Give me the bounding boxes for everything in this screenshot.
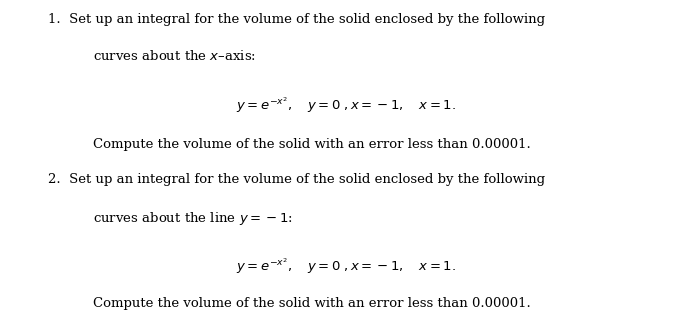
Text: curves about the line $y = -1$:: curves about the line $y = -1$:	[93, 210, 293, 227]
Text: Compute the volume of the solid with an error less than 0.00001.: Compute the volume of the solid with an …	[93, 138, 531, 151]
Text: 2.  Set up an integral for the volume of the solid enclosed by the following: 2. Set up an integral for the volume of …	[48, 173, 545, 186]
Text: $y = e^{-x^2}, \quad y = 0 \;,x = -1, \quad x = 1.$: $y = e^{-x^2}, \quad y = 0 \;,x = -1, \q…	[236, 95, 455, 115]
Text: curves about the $x$–axis:: curves about the $x$–axis:	[93, 49, 256, 63]
Text: 1.  Set up an integral for the volume of the solid enclosed by the following: 1. Set up an integral for the volume of …	[48, 13, 545, 26]
Text: Compute the volume of the solid with an error less than 0.00001.: Compute the volume of the solid with an …	[93, 297, 531, 310]
Text: $y = e^{-x^2}, \quad y = 0 \;,x = -1, \quad x = 1.$: $y = e^{-x^2}, \quad y = 0 \;,x = -1, \q…	[236, 256, 455, 276]
